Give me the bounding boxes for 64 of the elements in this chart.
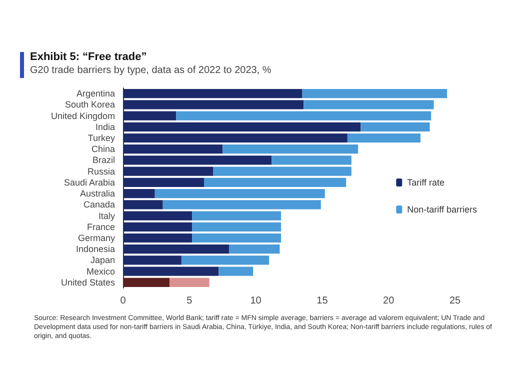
bar (162, 200, 321, 210)
legend-label: Non-tariff barriers (407, 204, 478, 214)
y-tick-label: China (91, 144, 115, 154)
bar (123, 189, 155, 198)
bar (304, 100, 434, 110)
y-tick-label: Saudi Arabia (64, 177, 115, 188)
y-tick-label: Japan (90, 255, 115, 266)
y-tick-label: Turkey (88, 133, 116, 143)
bar (123, 178, 204, 187)
y-tick-label: Italy (98, 210, 116, 221)
x-tick-label: 10 (250, 296, 262, 306)
y-tick-label: Brazil (92, 155, 115, 166)
bar (123, 256, 182, 265)
bar (123, 244, 230, 254)
bar (192, 211, 282, 220)
bar (123, 111, 176, 120)
x-tick-label: 15 (316, 296, 328, 306)
bar (123, 144, 223, 154)
bar (154, 189, 325, 198)
y-tick-label: South Korea (64, 100, 115, 110)
bar (229, 244, 280, 254)
bar (302, 89, 448, 98)
bar (272, 156, 352, 165)
bar (123, 89, 302, 98)
x-tick-label: 0 (120, 296, 126, 306)
bar (123, 122, 361, 132)
x-tick-label: 25 (449, 296, 461, 306)
bar (222, 144, 358, 154)
bar (204, 178, 346, 187)
y-tick-label: France (86, 222, 115, 232)
x-tick-label: 5 (186, 296, 193, 306)
y-tick-label: Argentina (76, 88, 115, 99)
bar (123, 166, 214, 176)
bar (218, 266, 254, 276)
y-tick-label: Australia (80, 188, 115, 199)
chart-subtitle: G20 trade barriers by type, data as of 2022 to 2023, % (30, 65, 272, 76)
x-tick-label: 20 (383, 296, 395, 306)
bar (123, 156, 272, 165)
y-tick-label: United States (60, 277, 116, 288)
bar (123, 266, 219, 276)
y-tick-label: Germany (78, 233, 116, 243)
bar (213, 166, 352, 176)
bar (192, 222, 282, 232)
y-tick-label: Indonesia (76, 244, 115, 254)
y-tick-label: Russia (87, 166, 115, 176)
y-tick-label: India (95, 122, 115, 132)
bar (123, 133, 348, 143)
bar (123, 278, 170, 287)
bar (176, 111, 432, 120)
bar (192, 233, 282, 243)
bar (123, 200, 163, 210)
y-tick-label: Mexico (86, 266, 115, 276)
bar (123, 222, 192, 232)
bar (181, 256, 270, 265)
bar (360, 122, 430, 132)
bar (123, 100, 304, 110)
chart-title: Exhibit 5: “Free trade” (30, 51, 147, 63)
bar (123, 233, 192, 243)
bar (123, 211, 192, 220)
bar (347, 133, 420, 143)
legend-label: Tariff rate (407, 178, 445, 188)
y-tick-label: United Kingdom (50, 110, 115, 121)
y-tick-label: Canada (83, 200, 115, 210)
bar (169, 278, 210, 287)
